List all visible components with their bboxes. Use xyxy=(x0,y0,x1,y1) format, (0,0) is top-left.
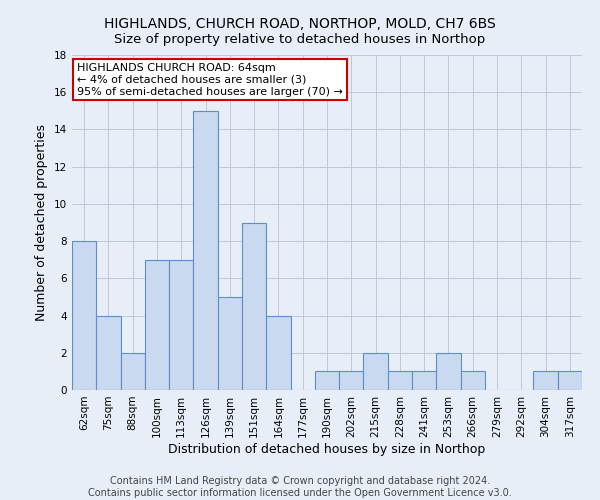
Bar xyxy=(436,353,461,390)
Bar xyxy=(558,372,582,390)
Bar xyxy=(169,260,193,390)
Text: Contains HM Land Registry data © Crown copyright and database right 2024.
Contai: Contains HM Land Registry data © Crown c… xyxy=(88,476,512,498)
Bar xyxy=(145,260,169,390)
Bar xyxy=(242,222,266,390)
Bar xyxy=(364,353,388,390)
Text: Size of property relative to detached houses in Northop: Size of property relative to detached ho… xyxy=(115,32,485,46)
Bar xyxy=(266,316,290,390)
Bar xyxy=(193,111,218,390)
Bar xyxy=(121,353,145,390)
Bar xyxy=(412,372,436,390)
X-axis label: Distribution of detached houses by size in Northop: Distribution of detached houses by size … xyxy=(169,442,485,456)
Bar xyxy=(533,372,558,390)
Y-axis label: Number of detached properties: Number of detached properties xyxy=(35,124,49,321)
Bar xyxy=(388,372,412,390)
Bar xyxy=(315,372,339,390)
Bar xyxy=(96,316,121,390)
Text: HIGHLANDS CHURCH ROAD: 64sqm
← 4% of detached houses are smaller (3)
95% of semi: HIGHLANDS CHURCH ROAD: 64sqm ← 4% of det… xyxy=(77,64,343,96)
Bar xyxy=(461,372,485,390)
Bar xyxy=(72,241,96,390)
Text: HIGHLANDS, CHURCH ROAD, NORTHOP, MOLD, CH7 6BS: HIGHLANDS, CHURCH ROAD, NORTHOP, MOLD, C… xyxy=(104,18,496,32)
Bar xyxy=(218,297,242,390)
Bar xyxy=(339,372,364,390)
